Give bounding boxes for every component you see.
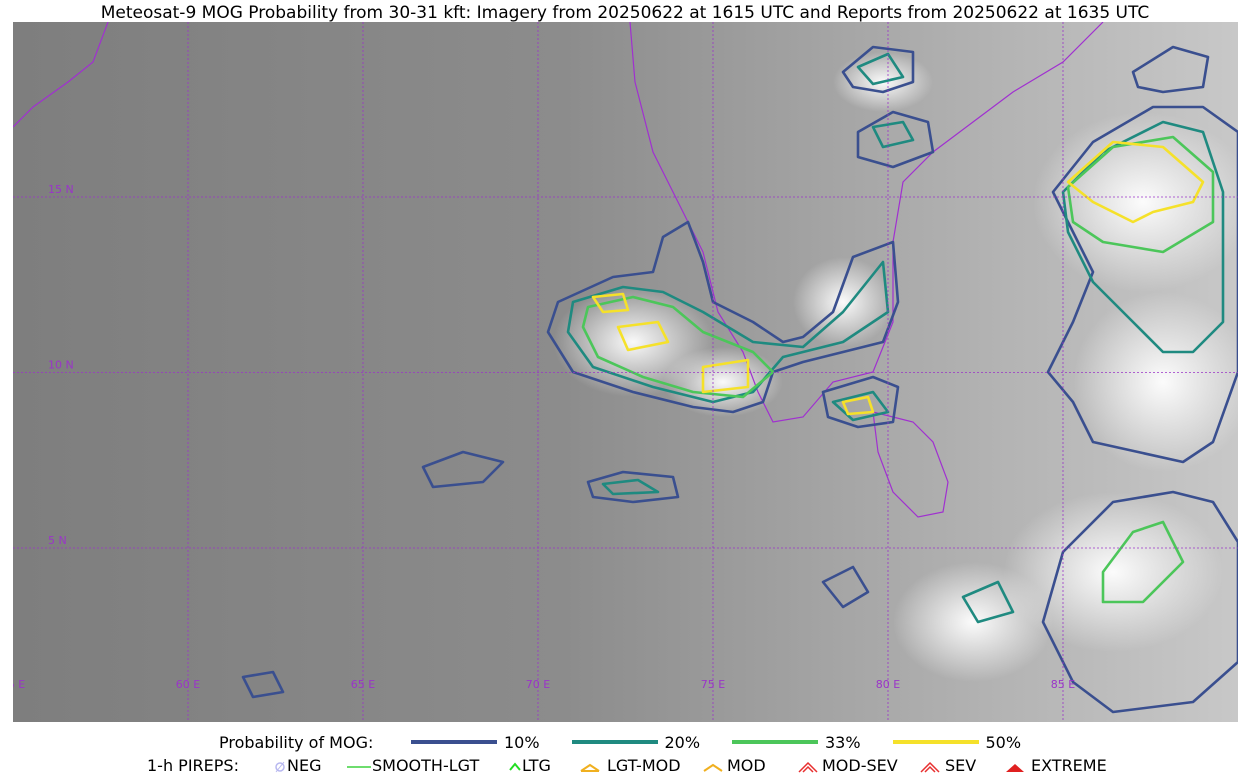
mog-legend-title: Probability of MOG: xyxy=(219,733,374,752)
pirep-symbol xyxy=(580,763,600,772)
pirep-symbol xyxy=(798,761,818,773)
legend-label: MOD-SEV xyxy=(822,756,898,775)
pirep-icon xyxy=(347,759,371,778)
graticule: 15 N 10 N 5 N 55 E 60 E 65 E 70 E 75 E 80 E 85 E xyxy=(13,22,1238,722)
pirep-icon xyxy=(798,759,822,778)
legend-swatch xyxy=(571,740,658,744)
lon-label: 70 E xyxy=(526,678,550,691)
pirep-symbol xyxy=(509,762,521,771)
lat-label: 15 N xyxy=(48,183,74,196)
pirep-symbol xyxy=(275,761,285,773)
pirep-icon xyxy=(508,759,532,778)
lon-label: 55 E xyxy=(13,678,25,691)
lon-label: 65 E xyxy=(351,678,375,691)
legend-swatch xyxy=(892,740,979,744)
lat-label: 10 N xyxy=(48,359,74,372)
legend-label: EXTREME xyxy=(1031,756,1107,775)
legend-label: SMOOTH-LGT xyxy=(372,756,480,775)
lat-label: 5 N xyxy=(48,534,67,547)
pirep-icon xyxy=(703,759,727,778)
pirep-icon xyxy=(580,759,604,778)
pirep-legend-title: 1-h PIREPS: xyxy=(147,756,239,775)
lon-label: 60 E xyxy=(176,678,200,691)
legend-label: MOD xyxy=(727,756,766,775)
legend-label: 20% xyxy=(664,733,701,752)
lon-label: 75 E xyxy=(701,678,725,691)
pirep-symbol xyxy=(347,766,371,768)
title: Meteosat-9 MOG Probability from 30-31 kf… xyxy=(100,3,1150,23)
legend-label: 50% xyxy=(985,733,1022,752)
legend-swatch xyxy=(411,740,497,744)
contours xyxy=(241,45,1238,714)
lon-label: 85 E xyxy=(1051,678,1075,691)
lon-label: 80 E xyxy=(876,678,900,691)
pirep-icon xyxy=(920,759,944,778)
legend-label: LTG xyxy=(522,756,551,775)
legend-label: NEG xyxy=(287,756,322,775)
legend-swatch xyxy=(732,740,818,744)
pirep-icon xyxy=(274,759,298,778)
pirep-symbol xyxy=(1006,764,1024,772)
pirep-symbol xyxy=(703,763,723,772)
legend-label: SEV xyxy=(945,756,977,775)
pirep-symbol xyxy=(920,761,940,773)
coastline xyxy=(13,22,1104,518)
pirep-icon xyxy=(1005,759,1029,778)
legend-label: LGT-MOD xyxy=(607,756,681,775)
map: 15 N 10 N 5 N 55 E 60 E 65 E 70 E 75 E 80 E 85 E xyxy=(13,22,1238,722)
legend-label: 33% xyxy=(825,733,861,752)
legend-label: 10% xyxy=(504,733,540,752)
